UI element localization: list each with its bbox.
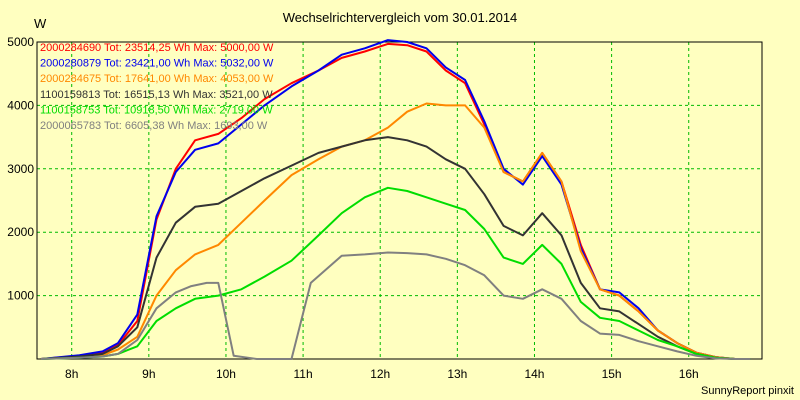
x-tick-label: 12h xyxy=(370,367,390,381)
legend-entry-2: 2000280879 Tot: 23421,00 Wh Max: 5032,00… xyxy=(40,58,274,70)
x-tick-label: 14h xyxy=(524,367,544,381)
x-tick-label: 13h xyxy=(447,367,467,381)
y-tick-label: 1000 xyxy=(7,289,34,303)
x-tick-label: 9h xyxy=(142,367,155,381)
legend-entry-5: 1100158753 Tot: 10918,50 Wh Max: 2719,00… xyxy=(40,104,273,116)
series-line-4 xyxy=(40,136,751,360)
series-line-2 xyxy=(40,39,751,360)
y-tick-label: 2000 xyxy=(7,225,34,239)
legend-entry-6: 2000065783 Tot: 6605,38 Wh Max: 1693,00 … xyxy=(40,120,268,132)
series-line-5 xyxy=(40,186,751,360)
legend-entry-1: 2000284690 Tot: 23514,25 Wh Max: 5000,00… xyxy=(40,42,274,54)
y-tick-label: 3000 xyxy=(7,162,34,176)
x-tick-label: 16h xyxy=(679,367,699,381)
series-line-6 xyxy=(40,251,751,360)
y-axis-unit: W xyxy=(34,16,47,31)
x-tick-label: 11h xyxy=(294,367,313,381)
chart-title: Wechselrichtervergleich vom 30.01.2014 xyxy=(282,10,518,25)
y-tick-label: 4000 xyxy=(7,98,34,112)
x-tick-label: 8h xyxy=(65,367,78,381)
legend: 2000284690 Tot: 23514,25 Wh Max: 5000,00… xyxy=(40,42,274,132)
y-tick-label: 5000 xyxy=(7,35,34,49)
series-layer xyxy=(40,39,751,360)
x-tick-label: 15h xyxy=(602,367,622,381)
series-line-3 xyxy=(40,102,751,360)
tick-labels: 8h 9h 10h 11h 12h 13h 14h 15h 16h 1000 2000 3000 400… xyxy=(7,35,698,381)
legend-entry-3: 2000284675 Tot: 17641,00 Wh Max: 4053,00… xyxy=(40,73,274,85)
footer-credit: SunnyReport pinxit xyxy=(701,385,794,397)
x-tick-label: 10h xyxy=(216,367,236,381)
legend-entry-4: 1100159813 Tot: 16515,13 Wh Max: 3521,00… xyxy=(40,89,273,101)
